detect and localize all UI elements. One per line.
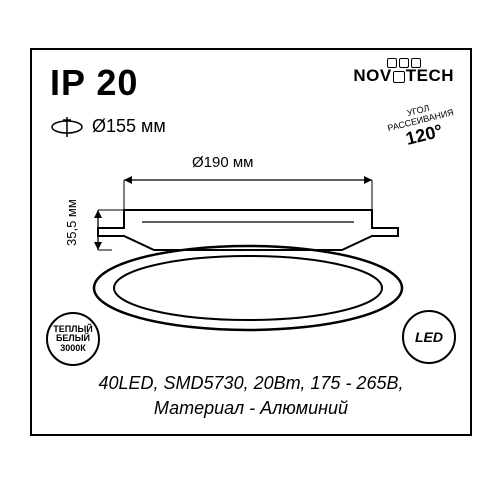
brand-suffix: TECH xyxy=(406,66,454,85)
cutout-dimension: Ø155 мм xyxy=(50,116,166,137)
outer-diameter-label: Ø190 мм xyxy=(192,154,254,171)
led-label: LED xyxy=(415,330,443,345)
brand-o-icon xyxy=(393,71,405,83)
outer-frame: IP 20 NOV TECH Ø155 мм УГОЛ РАССЕИВАНИЯ 1… xyxy=(30,48,472,436)
beam-angle: УГОЛ РАССЕИВАНИЯ 120° xyxy=(384,98,459,153)
spec-text: 40LED, SMD5730, 20Вт, 175 - 265В, Матери… xyxy=(32,371,470,420)
ip-rating: IP 20 xyxy=(50,62,138,104)
warm-line3: 3000К xyxy=(60,344,86,353)
cutout-text: Ø155 мм xyxy=(92,116,166,137)
led-badge: LED xyxy=(402,310,456,364)
product-diagram: Ø190 мм 35,5 мм xyxy=(72,154,432,334)
color-temp-badge: ТЕПЛЫЙ БЕЛЫЙ 3000К xyxy=(46,312,100,366)
cutout-hole-icon xyxy=(50,117,84,137)
height-label: 35,5 мм xyxy=(64,199,79,246)
spec-line2: Материал - Алюминий xyxy=(32,396,470,420)
label-card: IP 20 NOV TECH Ø155 мм УГОЛ РАССЕИВАНИЯ 1… xyxy=(0,0,500,500)
fixture-drawing xyxy=(72,154,432,334)
brand-text: NOV TECH xyxy=(353,66,454,86)
brand-prefix: NOV xyxy=(353,66,391,85)
brand-logo: NOV TECH xyxy=(353,58,454,86)
spec-line1: 40LED, SMD5730, 20Вт, 175 - 265В, xyxy=(32,371,470,395)
